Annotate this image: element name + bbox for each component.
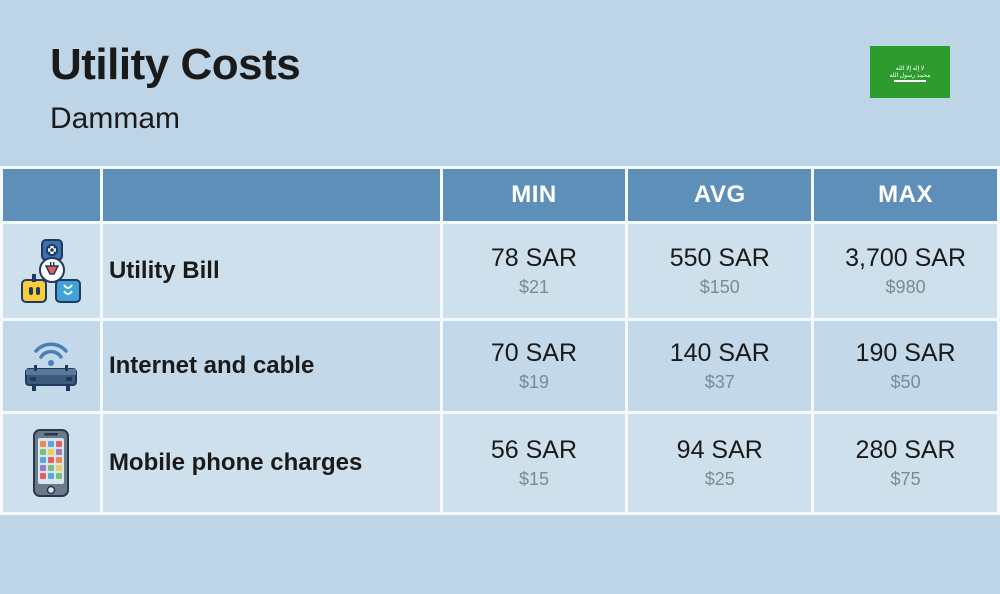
row-label: Utility Bill <box>101 223 441 320</box>
secondary-value: $150 <box>628 277 811 298</box>
row-min: 70 SAR $19 <box>441 320 627 413</box>
header: Utility Costs Dammam لا إله إلا الله محم… <box>0 0 1000 166</box>
row-avg: 140 SAR $37 <box>627 320 813 413</box>
mobile-phone-icon <box>28 428 74 498</box>
page-subtitle: Dammam <box>50 102 300 136</box>
row-icon-cell <box>2 223 102 320</box>
saudi-flag-icon: لا إله إلا الله محمد رسول الله <box>880 57 940 87</box>
primary-value: 56 SAR <box>443 436 626 465</box>
row-icon-cell <box>2 413 102 514</box>
secondary-value: $25 <box>628 469 811 490</box>
secondary-value: $15 <box>443 469 626 490</box>
secondary-value: $980 <box>814 277 997 298</box>
secondary-value: $50 <box>814 372 997 393</box>
header-max: MAX <box>813 168 999 223</box>
primary-value: 190 SAR <box>814 339 997 368</box>
table-row: Mobile phone charges 56 SAR $15 94 SAR $… <box>2 413 999 514</box>
internet-cable-icon <box>18 337 84 395</box>
row-avg: 94 SAR $25 <box>627 413 813 514</box>
row-max: 280 SAR $75 <box>813 413 999 514</box>
primary-value: 70 SAR <box>443 339 626 368</box>
row-min: 78 SAR $21 <box>441 223 627 320</box>
secondary-value: $19 <box>443 372 626 393</box>
row-max: 190 SAR $50 <box>813 320 999 413</box>
row-max: 3,700 SAR $980 <box>813 223 999 320</box>
svg-text:محمد رسول الله: محمد رسول الله <box>890 72 931 79</box>
row-icon-cell <box>2 320 102 413</box>
primary-value: 78 SAR <box>443 244 626 273</box>
table-row: Utility Bill 78 SAR $21 550 SAR $150 3,7… <box>2 223 999 320</box>
header-icon-col <box>2 168 102 223</box>
row-avg: 550 SAR $150 <box>627 223 813 320</box>
primary-value: 140 SAR <box>628 339 811 368</box>
table-header: MIN AVG MAX <box>2 168 999 223</box>
header-min: MIN <box>441 168 627 223</box>
row-label: Internet and cable <box>101 320 441 413</box>
svg-text:لا إله إلا الله: لا إله إلا الله <box>896 65 924 72</box>
header-avg: AVG <box>627 168 813 223</box>
header-label-col <box>101 168 441 223</box>
secondary-value: $37 <box>628 372 811 393</box>
primary-value: 94 SAR <box>628 436 811 465</box>
primary-value: 550 SAR <box>628 244 811 273</box>
page-title: Utility Costs <box>50 40 300 90</box>
title-block: Utility Costs Dammam <box>50 40 300 136</box>
secondary-value: $75 <box>814 469 997 490</box>
costs-table: MIN AVG MAX <box>0 166 1000 515</box>
flag-saudi-arabia: لا إله إلا الله محمد رسول الله <box>870 46 950 98</box>
row-min: 56 SAR $15 <box>441 413 627 514</box>
table-row: Internet and cable 70 SAR $19 140 SAR $3… <box>2 320 999 413</box>
secondary-value: $21 <box>443 277 626 298</box>
utility-bill-icon <box>18 238 84 304</box>
row-label: Mobile phone charges <box>101 413 441 514</box>
primary-value: 280 SAR <box>814 436 997 465</box>
primary-value: 3,700 SAR <box>814 244 997 273</box>
